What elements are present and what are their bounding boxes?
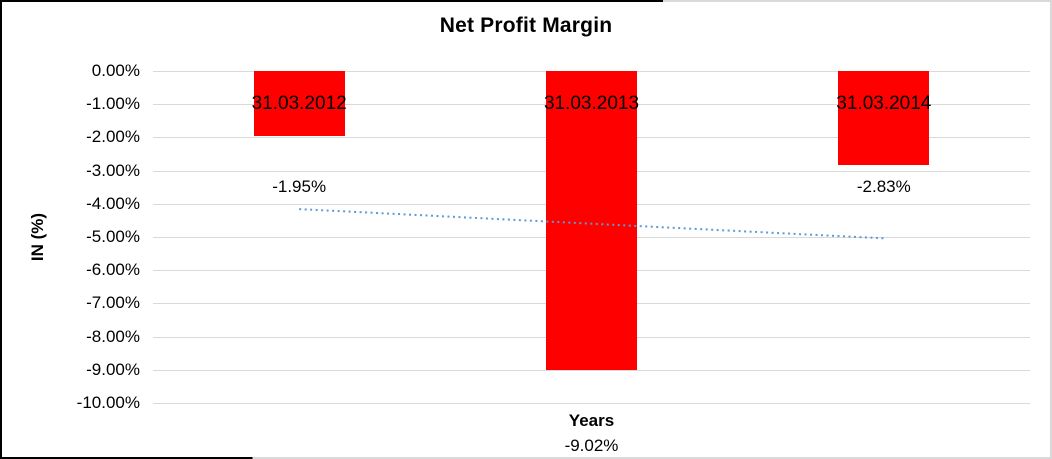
- frame-border-right: [1050, 0, 1052, 459]
- y-tick-label: 0.00%: [91, 61, 140, 80]
- y-tick-label: -2.00%: [86, 127, 140, 147]
- frame-border-top: [0, 0, 1052, 2]
- y-tick-label: -6.00%: [86, 260, 140, 280]
- bar: [546, 71, 637, 371]
- x-axis-title: Years: [568, 411, 615, 430]
- bar: [838, 71, 930, 165]
- gridline: [153, 403, 1030, 404]
- category-label: 31.03.2014: [836, 93, 932, 114]
- plot-area: [153, 71, 1030, 404]
- y-tick-label: -9.00%: [86, 359, 140, 379]
- y-tick-label: -1.00%: [86, 94, 140, 114]
- frame-border-left: [0, 0, 2, 459]
- data-label: -1.95%: [272, 177, 327, 196]
- data-label: -9.02%: [564, 436, 619, 455]
- chart-title: Net Profit Margin: [439, 14, 613, 37]
- bar: [253, 71, 345, 136]
- category-label: 31.03.2013: [543, 93, 640, 114]
- y-tick-label: -8.00%: [86, 326, 140, 346]
- data-label: -2.83%: [856, 177, 911, 196]
- y-tick-label: -3.00%: [86, 160, 140, 180]
- y-tick-label: -10.00%: [76, 393, 140, 412]
- y-tick-label: -5.00%: [86, 227, 140, 246]
- frame-border-bottom: [0, 457, 1052, 459]
- category-label: 31.03.2012: [251, 93, 347, 114]
- y-tick-label: -7.00%: [86, 293, 140, 313]
- y-tick-label: -4.00%: [86, 193, 140, 213]
